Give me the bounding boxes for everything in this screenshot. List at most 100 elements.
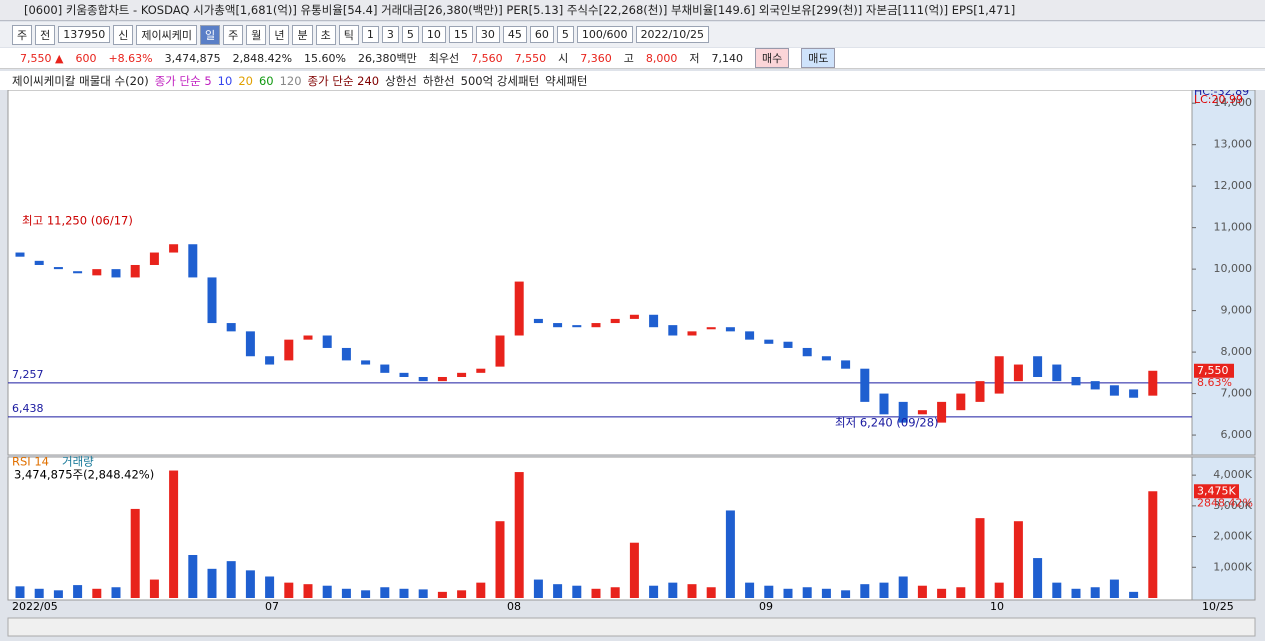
volume-bar bbox=[860, 584, 870, 598]
volume-bar bbox=[841, 590, 851, 598]
volume-axis bbox=[1191, 456, 1256, 601]
volume-bar bbox=[1071, 588, 1081, 598]
volume-bar bbox=[649, 585, 659, 598]
toolbar-button[interactable]: 년 bbox=[269, 24, 290, 45]
volume-bar bbox=[668, 582, 678, 598]
toolbar-button[interactable]: 분 bbox=[292, 24, 313, 45]
y-tick-label: 8,000 bbox=[1221, 345, 1253, 358]
volume-bar bbox=[975, 518, 985, 598]
candle-body bbox=[457, 372, 467, 377]
toolbar-button[interactable]: 주 bbox=[223, 24, 244, 45]
y-tick-label: 10,000 bbox=[1214, 262, 1253, 275]
candle-body bbox=[553, 323, 563, 328]
volume-bar bbox=[437, 591, 447, 598]
toolbar-button[interactable]: 3 bbox=[381, 26, 399, 43]
corner-label: HC:-32.89 bbox=[1194, 90, 1249, 98]
candle-body bbox=[15, 252, 25, 257]
candle-body bbox=[284, 339, 294, 361]
candle-body bbox=[73, 271, 83, 274]
quote-field: 7,560 bbox=[471, 51, 503, 65]
volume-bar bbox=[341, 588, 351, 598]
toolbar-button[interactable]: 초 bbox=[315, 24, 336, 45]
toolbar-button[interactable]: 45 bbox=[502, 26, 527, 43]
volume-bar bbox=[188, 554, 198, 598]
y-tick-label: 1,000K bbox=[1213, 560, 1252, 573]
legend-item: 약세패턴 bbox=[545, 73, 588, 88]
volume-bar bbox=[629, 542, 639, 598]
quote-field: 7,360 bbox=[580, 51, 612, 65]
toolbar-button[interactable]: 신 bbox=[113, 24, 134, 45]
toolbar-button[interactable]: 전 bbox=[35, 24, 56, 45]
toolbar-button[interactable]: 30 bbox=[475, 26, 500, 43]
volume-bar bbox=[725, 510, 735, 598]
candle-body bbox=[1071, 376, 1081, 386]
toolbar-button[interactable]: 10 bbox=[421, 26, 446, 43]
candle-body bbox=[1013, 364, 1023, 382]
quote-field: 8,000 bbox=[645, 51, 678, 65]
legend: 제이씨케미칼 매물대 수(20) 종가 단순 5 10 20 60 120 종가 단순 24… bbox=[0, 71, 1265, 90]
volume-bar bbox=[53, 590, 63, 598]
quote-field: 26,380백만 bbox=[358, 52, 417, 65]
volume-bar bbox=[92, 588, 102, 598]
candle-body bbox=[764, 339, 774, 344]
toolbar-button[interactable]: 5 bbox=[401, 26, 419, 43]
toolbar-button[interactable]: 주 bbox=[12, 24, 33, 45]
toolbar-button[interactable]: 1 bbox=[361, 26, 379, 43]
toolbar-button[interactable]: 틱 bbox=[338, 24, 359, 45]
quote-row: 7,550 ▲ 600 +8.63% 3,474,875 2,848.42% 15.60%… bbox=[0, 48, 1265, 69]
volume-bar bbox=[917, 585, 927, 598]
candle-body bbox=[418, 376, 428, 382]
candle-body bbox=[1148, 370, 1158, 396]
candle-body bbox=[745, 331, 755, 340]
price-tag-bg bbox=[1194, 363, 1234, 378]
volume-bar bbox=[361, 590, 371, 598]
toolbar-button[interactable]: 60 bbox=[529, 26, 554, 43]
price-change: 8.63% bbox=[1197, 376, 1232, 389]
candle-body bbox=[610, 318, 620, 324]
x-tick-label: 10/25 bbox=[1202, 600, 1234, 613]
volume-bar bbox=[226, 561, 236, 598]
price-pane bbox=[7, 90, 1193, 456]
corner-label: LC:20.99 bbox=[1194, 93, 1243, 106]
legend-item: 10 bbox=[217, 73, 233, 88]
candle-body bbox=[341, 347, 351, 361]
candle-body bbox=[188, 244, 198, 278]
candle-body bbox=[725, 327, 735, 332]
volume-bar bbox=[73, 585, 83, 598]
x-tick-label: 09 bbox=[759, 600, 773, 613]
y-tick-label: 7,000 bbox=[1221, 387, 1253, 400]
volume-bar bbox=[476, 582, 486, 598]
toolbar-button[interactable]: 일 bbox=[199, 24, 221, 45]
chart: 6,000 7,000 8,000 9,000 10,000 11,000 12,000 13… bbox=[7, 90, 1256, 637]
candle-body bbox=[92, 269, 102, 276]
toolbar-button[interactable]: 제이씨케미 bbox=[136, 24, 197, 45]
volume-bar bbox=[15, 586, 25, 598]
toolbar-button[interactable]: 2022/10/25 bbox=[635, 26, 709, 43]
volume-bar bbox=[169, 470, 179, 598]
order-button[interactable]: 매수 bbox=[754, 48, 790, 68]
toolbar-button[interactable]: 월 bbox=[246, 24, 267, 45]
title-bar: [0600] 키움종합차트 - KOSDAQ 시가총액[1,681(억)] 유통… bbox=[0, 0, 1265, 21]
toolbar-button[interactable]: 137950 bbox=[58, 26, 111, 43]
toolbar-button[interactable]: 100/600 bbox=[576, 26, 633, 43]
candle-body bbox=[130, 264, 140, 278]
volume-bar bbox=[130, 508, 140, 598]
price-axis bbox=[1191, 90, 1256, 456]
candle-body bbox=[303, 335, 313, 340]
quote-field: 3,474,875 bbox=[164, 51, 221, 65]
legend-item: 종가 단순 240 bbox=[307, 73, 380, 88]
quote-field: 고 bbox=[623, 52, 634, 65]
volume-bar bbox=[1148, 491, 1158, 598]
toolbar-button[interactable]: 15 bbox=[448, 26, 473, 43]
order-button[interactable]: 매도 bbox=[801, 48, 836, 68]
title: [0600] 키움종합차트 - KOSDAQ 시가총액[1,681(억)] 유통… bbox=[24, 3, 1016, 17]
volume-bar bbox=[821, 588, 831, 598]
volume-bar bbox=[1109, 579, 1119, 598]
volume-bar bbox=[1129, 591, 1139, 598]
volume-title: RSI 14 bbox=[12, 455, 49, 469]
y-tick-label: 4,000K bbox=[1213, 468, 1252, 481]
volume-bar bbox=[399, 588, 409, 598]
candle-body bbox=[437, 376, 447, 382]
low-annotation: 최저 6,240 (09/28) bbox=[835, 416, 939, 430]
toolbar-button[interactable]: 5 bbox=[556, 26, 574, 43]
